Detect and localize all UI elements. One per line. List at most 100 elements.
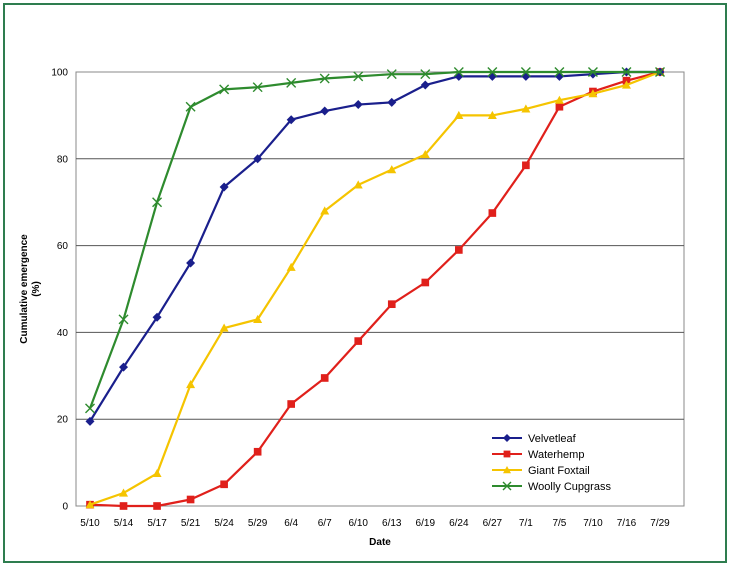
data-point <box>286 77 297 88</box>
data-point-stroke <box>487 67 498 77</box>
data-point-stroke <box>453 67 464 77</box>
x-tick-label: 5/14 <box>114 518 134 529</box>
data-point <box>186 379 196 389</box>
data-point <box>152 197 163 208</box>
data-point <box>320 106 330 116</box>
data-point <box>502 481 512 491</box>
data-point <box>219 323 229 332</box>
data-point <box>354 337 363 345</box>
data-point <box>420 69 431 80</box>
data-point <box>219 182 229 192</box>
data-point <box>152 468 162 478</box>
data-point <box>119 488 129 497</box>
data-point-stroke <box>621 67 632 77</box>
data-point <box>153 502 161 510</box>
legend: Velvetleaf Waterhemp Giant Foxtail Woolly C… <box>484 425 674 497</box>
data-point <box>588 89 598 98</box>
data-point-stroke <box>554 67 565 77</box>
data-point <box>621 80 631 89</box>
data-point-stroke <box>655 67 665 77</box>
x-tick-label: 5/21 <box>181 518 201 529</box>
x-tick-label: 6/27 <box>483 518 503 529</box>
y-tick-label: 60 <box>57 241 69 252</box>
data-point-stroke <box>319 73 330 84</box>
data-point <box>85 416 95 426</box>
data-point <box>253 154 263 164</box>
series-line <box>89 70 661 508</box>
data-point <box>554 95 564 104</box>
legend-label: Velvetleaf <box>528 433 577 445</box>
data-point <box>387 97 397 107</box>
data-point <box>286 262 296 271</box>
data-point-stroke <box>286 77 297 88</box>
y-tick-label: 40 <box>57 328 69 339</box>
data-point <box>119 502 128 510</box>
data-point <box>487 110 497 119</box>
x-tick-label: 7/1 <box>519 518 533 529</box>
data-point <box>488 209 497 217</box>
data-point-stroke <box>152 197 163 208</box>
data-point <box>655 67 665 77</box>
legend-label: Giant Foxtail <box>528 465 590 477</box>
data-point-stroke <box>219 84 230 95</box>
data-point <box>353 180 363 189</box>
data-point <box>503 466 511 474</box>
x-tick-label: 7/5 <box>552 518 566 529</box>
y-axis-title-line1: Cumulative emergence <box>19 234 30 344</box>
data-point <box>503 434 511 442</box>
data-point <box>85 500 95 509</box>
x-tick-label: 6/7 <box>318 518 332 529</box>
data-point <box>287 400 296 408</box>
data-point <box>320 374 329 382</box>
data-point <box>420 80 430 90</box>
data-point <box>453 67 464 77</box>
x-tick-label: 5/29 <box>248 518 268 529</box>
series-woolly-cupgrass <box>85 67 665 414</box>
data-point <box>253 314 263 323</box>
data-point <box>119 362 129 372</box>
data-point <box>252 82 263 93</box>
data-point-stroke <box>118 314 129 325</box>
x-tick-label: 6/4 <box>284 518 298 529</box>
y-tick-label: 20 <box>57 415 69 426</box>
data-point-stroke <box>185 101 196 112</box>
data-point <box>286 115 296 125</box>
x-tick-label: 6/13 <box>382 518 402 529</box>
data-point <box>621 67 632 77</box>
data-point <box>220 480 228 489</box>
y-axis-title-line2: (%) <box>31 281 42 297</box>
data-point <box>319 73 330 84</box>
data-point <box>353 100 363 110</box>
series-line <box>89 70 660 422</box>
data-point-stroke <box>520 67 531 77</box>
x-tick-label: 6/19 <box>416 518 436 529</box>
data-point <box>521 104 531 113</box>
y-tick-labels: 0 20 40 60 80 100 <box>51 68 68 513</box>
data-point-stroke <box>386 69 397 80</box>
data-point-stroke <box>420 69 431 80</box>
x-tick-label: 5/24 <box>214 518 234 529</box>
data-point <box>554 67 565 77</box>
data-point <box>420 149 430 159</box>
x-tick-label: 7/16 <box>617 518 637 529</box>
data-point <box>253 447 262 456</box>
data-point <box>387 165 397 174</box>
data-point <box>386 69 397 80</box>
data-point-stroke <box>502 481 512 491</box>
y-tick-label: 100 <box>51 68 68 79</box>
x-axis-title: Date <box>369 537 391 548</box>
data-point <box>387 300 396 309</box>
data-point <box>454 110 464 119</box>
x-tick-label: 5/17 <box>147 518 167 529</box>
data-point <box>421 278 430 287</box>
x-tick-label: 7/29 <box>650 518 670 529</box>
data-point-stroke <box>353 71 364 82</box>
data-point <box>454 246 463 254</box>
series-line <box>88 70 660 409</box>
data-point <box>185 101 196 112</box>
x-tick-label: 6/24 <box>449 518 469 529</box>
x-tick-label: 7/10 <box>583 518 603 529</box>
x-tick-labels: 5/10 5/14 5/17 5/21 5/24 5/29 6/4 6/7 6/10 6/13 6/… <box>80 518 670 529</box>
y-tick-label: 0 <box>62 502 68 513</box>
